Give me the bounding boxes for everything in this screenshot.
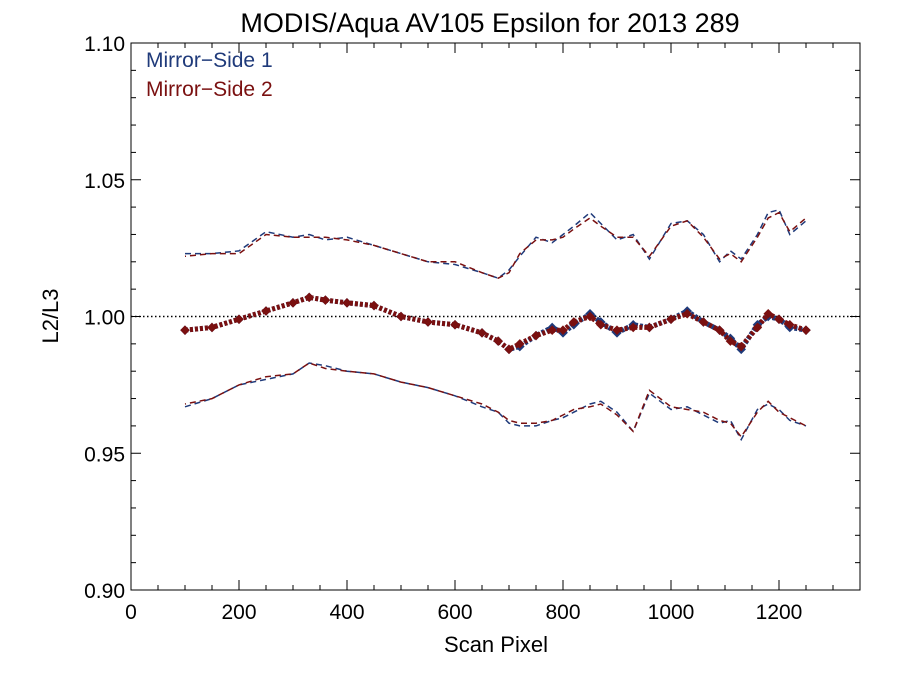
series-lines (184, 208, 807, 442)
series-2-mean-trace (184, 294, 807, 352)
y-tick-label: 0.90 (84, 580, 125, 603)
y-tick-label: 0.95 (84, 443, 125, 466)
x-tick-label: 200 (221, 601, 256, 624)
y-tick-label: 1.00 (84, 307, 125, 330)
x-tick-label: 1200 (756, 601, 803, 624)
x-tick-label: 0 (125, 601, 137, 624)
legend: Mirror−Side 1 Mirror−Side 2 (146, 49, 273, 101)
y-tick-label: 1.05 (84, 170, 125, 193)
x-tick-label: 800 (545, 601, 580, 624)
legend-entry-2: Mirror−Side 2 (146, 78, 273, 101)
y-axis-label: L2/L3 (38, 288, 63, 343)
x-axis-ticks: 0 200 400 600 800 1000 1200 (125, 43, 861, 624)
y-axis-ticks: 0.90 0.95 1.00 1.05 1.10 (84, 33, 860, 603)
x-axis-label: Scan Pixel (444, 632, 548, 657)
legend-entry-1: Mirror−Side 1 (146, 49, 273, 72)
chart-title: MODIS/Aqua AV105 Epsilon for 2013 289 (240, 8, 739, 38)
series-2-lower-envelope (184, 362, 807, 439)
x-tick-label: 600 (437, 601, 472, 624)
series-points (180, 292, 811, 355)
series-1-lower-envelope (184, 362, 807, 442)
series-1-upper-envelope (185, 208, 807, 280)
series-2-upper-envelope (184, 211, 807, 280)
y-tick-label: 1.10 (84, 33, 125, 56)
x-tick-label: 1000 (648, 601, 695, 624)
x-tick-label: 400 (329, 601, 364, 624)
